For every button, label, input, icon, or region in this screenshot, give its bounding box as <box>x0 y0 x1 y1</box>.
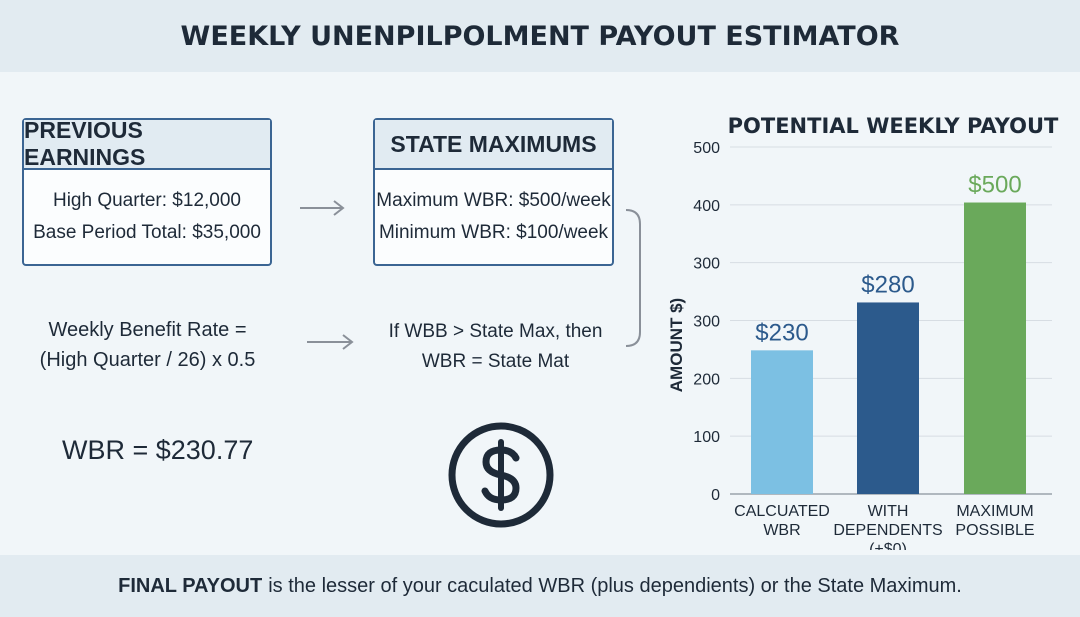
x-axis-categories: CALCUATED WBR WITH DEPENDENTS (+$0) MAXIMUM PO… <box>734 503 1034 550</box>
x-category-label: WBR <box>763 522 800 539</box>
y-tick-label: 200 <box>693 371 720 388</box>
bar-data-label: $500 <box>968 172 1021 199</box>
y-axis-label: AMOUNT $) <box>667 298 686 392</box>
footer-note: FINAL PAYOUT is the lesser of your cacul… <box>0 555 1080 617</box>
y-tick-label: 400 <box>693 198 720 215</box>
x-category-label: POSSIBLE <box>955 522 1034 539</box>
data-labels: $230 $280 $500 <box>755 172 1021 347</box>
payout-chart: POTENTIAL WEEKLY PAYOUT 0 100 200 300 300 400… <box>667 114 1059 550</box>
x-category-label: CALCUATED <box>734 503 830 520</box>
y-tick-label: 0 <box>711 487 720 504</box>
title-bar: WEEKLY UNENPILPOLMENT PAYOUT ESTIMATOR <box>0 0 1080 72</box>
bracket-connector <box>625 209 641 347</box>
y-tick-label: 100 <box>693 429 720 446</box>
wbr-result: WBR = $230.77 <box>62 435 254 465</box>
previous-earnings-heading: PREVIOUS EARNINGS <box>24 117 270 170</box>
arrow-right-icon <box>300 200 345 216</box>
x-category-label: (+$0) <box>869 541 907 550</box>
previous-earnings-panel: PREVIOUS EARNINGS High Quarter: $12,000 … <box>22 117 272 266</box>
arrow-right-icon <box>307 334 354 350</box>
rule-text: If WBB > State Max, then WBR = State Mat <box>373 317 618 377</box>
rule-line-1: If WBB > State Max, then <box>388 321 603 342</box>
formula-line-2: (High Quarter / 26) x 0.5 <box>39 349 256 371</box>
y-axis-ticks: 0 100 200 300 300 400 500 <box>693 140 720 504</box>
x-category-label: MAXIMUM <box>956 503 1033 520</box>
bar-data-label: $230 <box>755 319 808 346</box>
page-title: WEEKLY UNENPILPOLMENT PAYOUT ESTIMATOR <box>180 20 900 52</box>
footer-bold: FINAL PAYOUT <box>118 574 263 597</box>
minimum-wbr-text: Minimum WBR: $100/week <box>378 222 609 243</box>
chart-title: POTENTIAL WEEKLY PAYOUT <box>728 114 1059 138</box>
bar <box>964 202 1026 494</box>
maximum-wbr-text: Maximum WBR: $500/week <box>376 190 611 211</box>
footer-text: is the lesser of your caculated WBR (plu… <box>268 574 962 597</box>
dollar-circle-icon <box>448 422 554 528</box>
state-maximums-heading: STATE MAXIMUMS <box>375 120 612 170</box>
formula-line-1: Weekly Benefit Rate = <box>48 319 247 341</box>
y-tick-label: 500 <box>693 140 720 157</box>
chart-bars <box>751 202 1026 494</box>
bar-data-label: $280 <box>861 271 914 298</box>
bar <box>857 302 919 494</box>
x-category-label: DEPENDENTS <box>833 522 942 539</box>
base-period-text: Base Period Total: $35,000 <box>33 222 261 243</box>
rule-line-2: WBR = State Mat <box>421 351 570 372</box>
y-tick-label: 300 <box>693 256 720 273</box>
state-maximums-panel: STATE MAXIMUMS Maximum WBR: $500/week Mi… <box>373 118 614 266</box>
x-category-label: WITH <box>868 503 909 520</box>
bar <box>751 350 813 494</box>
formula-text: Weekly Benefit Rate = (High Quarter / 26… <box>20 315 275 375</box>
y-tick-label: 300 <box>693 314 720 331</box>
high-quarter-text: High Quarter: $12,000 <box>52 190 241 211</box>
